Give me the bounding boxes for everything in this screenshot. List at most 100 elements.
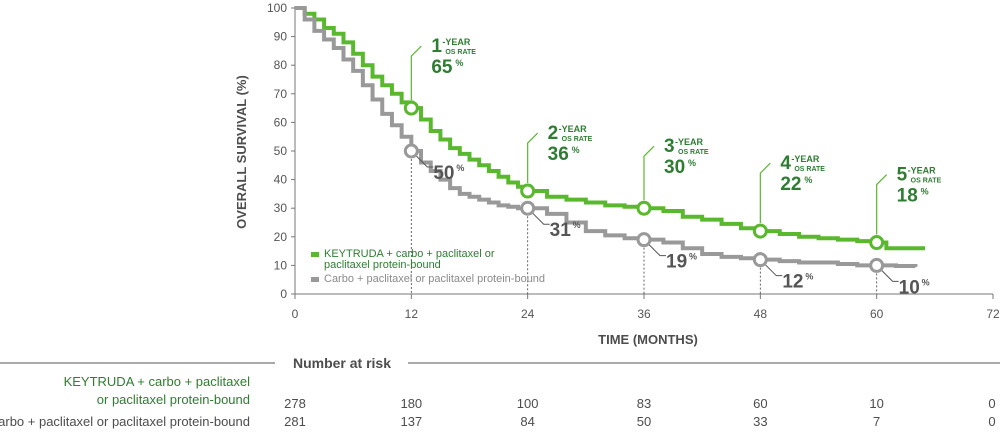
series-line-keytruda [295,6,926,251]
y-tick-label: 50 [274,144,288,158]
landmark-rate-caption: OS RATE [911,178,942,185]
risk-cell: 33 [753,414,768,429]
landmark-connector [410,45,422,101]
landmark-rate-percent: % [573,220,581,230]
landmark-marker [636,232,652,248]
landmark-connector [881,270,899,282]
landmark-rate-caption: OS RATE [562,136,593,143]
x-tick-label: 48 [754,307,768,321]
landmark-marker [869,235,885,251]
landmark-marker [520,200,536,216]
risk-cell: 0 [988,414,996,429]
landmark-connector [527,132,539,184]
risk-table-title: Number at risk [293,355,391,371]
landmark-rate-value: 31 [550,220,572,241]
landmark-connector [764,264,783,277]
landmark-connector [759,162,771,224]
x-tick-label: 36 [637,307,651,321]
legend-label: KEYTRUDA + carbo + paclitaxel or [324,248,495,260]
landmark-rate-value: 22 [780,174,801,195]
landmark-rate-caption: OS RATE [678,149,709,156]
landmark-rate-value: 18 [897,186,918,207]
landmark-year-suffix: -YEAR [559,124,588,134]
risk-row-label: Carbo + paclitaxel or paclitaxel protein… [0,414,250,429]
y-tick-label: 40 [274,173,288,187]
landmark-rate-percent: % [922,277,930,287]
landmark-year-suffix: -YEAR [442,37,471,47]
landmark-marker [520,183,536,199]
landmark-marker [403,143,419,159]
landmark-rate-value: 10 [899,277,920,298]
y-tick-label: 10 [274,258,288,272]
x-tick-label: 12 [405,307,419,321]
risk-cell: 281 [284,414,306,429]
landmark-rate-percent: % [804,175,812,185]
landmark-marker [752,223,768,239]
landmark-year-suffix: -YEAR [791,154,820,164]
landmark-rate-value: 19 [666,252,687,273]
landmark-connector [532,212,550,225]
landmark-rate-percent: % [805,272,813,282]
x-tick-label: 24 [521,307,535,321]
landmark-year-suffix: -YEAR [908,166,937,176]
y-tick-label: 0 [280,287,287,301]
landmark-rate-caption: OS RATE [445,49,476,56]
landmark-rate-percent: % [456,163,464,173]
landmark-year-number: 4 [780,153,791,174]
y-axis-title: OVERALL SURVIVAL (%) [234,75,249,229]
y-tick-label: 100 [267,1,287,15]
landmark-connector [648,244,666,257]
landmark-connector [415,155,434,168]
legend-swatch [311,277,319,282]
risk-cell: 278 [284,396,306,411]
landmark-year-suffix: -YEAR [675,137,704,147]
risk-cell: 60 [753,396,768,411]
risk-cell: 10 [869,396,884,411]
landmark-rate-caption: OS RATE [794,166,825,173]
y-tick-label: 90 [274,30,288,44]
risk-cell: 83 [636,396,652,411]
risk-cell: 7 [873,414,881,429]
risk-row-label: KEYTRUDA + carbo + paclitaxel [63,374,250,389]
y-tick-label: 70 [274,87,288,101]
legend-label: Carbo + paclitaxel or paclitaxel protein… [324,273,545,285]
landmark-rate-percent: % [455,58,463,68]
landmark-rate-value: 36 [548,144,569,165]
x-tick-label: 60 [870,307,884,321]
risk-cell: 50 [636,414,652,429]
landmark-year-number: 5 [897,165,908,186]
y-tick-label: 80 [274,58,288,72]
legend-swatch [311,252,319,257]
landmark-rate-value: 65 [431,57,453,78]
landmark-connector [876,174,888,235]
landmark-rate-percent: % [921,187,929,197]
legend-label: paclitaxel protein-bound [324,259,441,271]
landmark-rate-value: 30 [664,157,685,178]
landmark-year-number: 3 [664,136,675,157]
landmark-year-number: 2 [548,123,559,144]
y-tick-label: 60 [274,115,288,129]
y-tick-label: 30 [274,201,288,215]
landmark-rate-value: 50 [433,163,454,184]
legend: KEYTRUDA + carbo + paclitaxel orpaclitax… [311,248,545,285]
risk-cell: 0 [988,396,996,411]
landmark-marker [636,200,652,216]
x-axis-title: TIME (MONTHS) [598,332,698,347]
risk-cell: 84 [520,414,535,429]
risk-cell: 100 [516,396,539,411]
landmark-connector [643,145,655,201]
landmark-marker [403,100,419,116]
landmark-rate-percent: % [689,252,697,262]
series-line-chemo [295,6,918,268]
risk-cell: 137 [400,414,423,429]
landmark-marker [869,257,885,273]
risk-row-label: or paclitaxel protein-bound [96,392,250,407]
landmark-rate-percent: % [688,158,696,168]
risk-cell: 180 [400,396,423,411]
landmark-rate-percent: % [572,145,580,155]
x-tick-label: 0 [292,307,299,321]
landmark-rate-value: 12 [782,272,803,293]
